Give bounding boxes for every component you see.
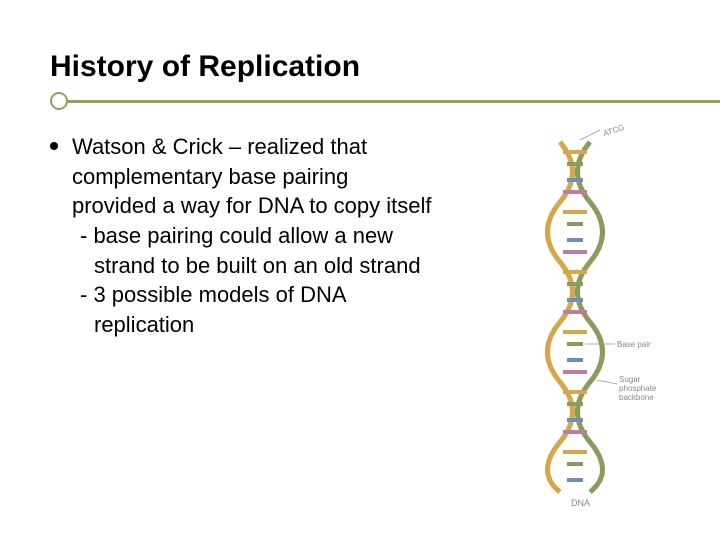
text-column: Watson & Crick – realized that complemen… [50,132,525,512]
dna-diagram: ATCG Base pair Sugar phosphate backbone … [535,132,680,512]
bullet-line: Watson & Crick – realized that [72,132,432,162]
slide-title: History of Replication [50,50,680,84]
dna-label-basepair: Base pair [617,340,651,349]
dna-label-backbone: Sugar phosphate backbone [619,376,656,402]
bullet-line: replication [94,310,432,340]
slide-container: History of Replication Watson & Crick – … [0,0,720,540]
accent-line [50,92,680,112]
bullet-line: - 3 possible models of DNA [80,280,432,310]
dna-label-line: backbone [619,394,656,403]
content-row: Watson & Crick – realized that complemen… [50,132,680,512]
bullet-item: Watson & Crick – realized that complemen… [50,132,525,340]
bullet-line: provided a way for DNA to copy itself [72,191,432,221]
dna-helix-icon [525,112,675,512]
bullet-text: Watson & Crick – realized that complemen… [72,132,432,340]
bullet-line: - base pairing could allow a new [80,221,432,251]
bullet-line: strand to be built on an old strand [94,251,432,281]
accent-dot-icon [50,92,68,110]
bullet-line: complementary base pairing [72,162,432,192]
bullet-dot-icon [50,142,58,150]
accent-bar [68,100,720,103]
dna-label-bottom: DNA [571,498,590,508]
